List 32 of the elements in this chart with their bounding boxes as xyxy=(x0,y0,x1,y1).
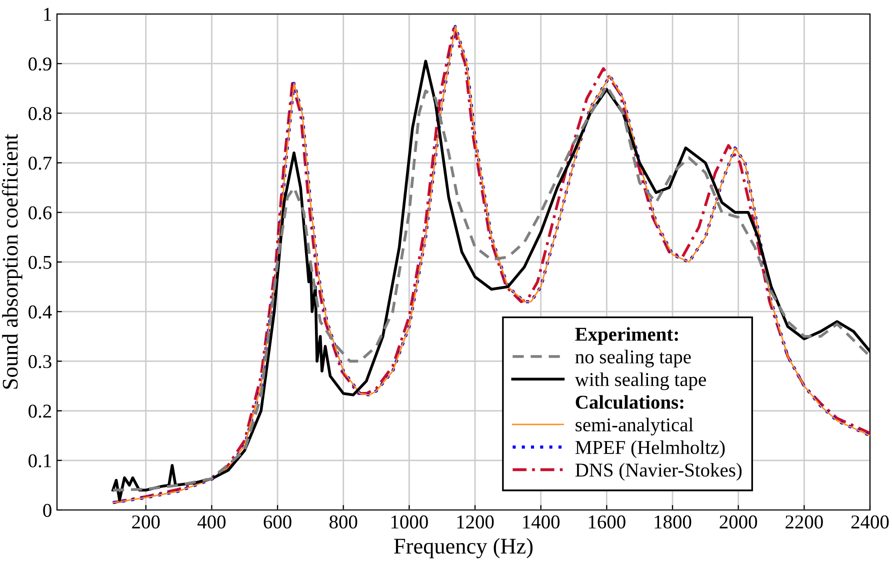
y-tick-label: 0.9 xyxy=(28,57,52,71)
x-axis-title: Frequency (Hz) xyxy=(394,538,533,558)
y-tick-label: 0.2 xyxy=(28,404,52,418)
x-tick-label: 2200 xyxy=(786,515,823,529)
legend-label: MPEF (Helmholtz) xyxy=(575,440,725,458)
x-tick-label: 1200 xyxy=(457,515,494,529)
y-tick-label: 1 xyxy=(44,8,51,21)
legend-label: DNS (Navier-Stokes) xyxy=(575,463,742,481)
x-tick-label: 1000 xyxy=(391,515,428,529)
y-tick-label: 0.3 xyxy=(28,355,52,368)
x-tick-label: 2000 xyxy=(720,515,758,529)
y-tick-label: 0 xyxy=(43,504,52,517)
y-tick-label: 0.5 xyxy=(28,256,52,270)
x-tick-label: 600 xyxy=(264,515,292,529)
x-tick-label: 1800 xyxy=(654,515,692,529)
legend-label: no sealing tape xyxy=(575,350,691,368)
y-tick-label: 0.6 xyxy=(28,206,52,220)
x-tick-label: 1600 xyxy=(588,515,626,529)
legend-label: semi-analytical xyxy=(576,418,694,436)
x-tick-label: 2400 xyxy=(851,515,889,529)
y-tick-label: 0.1 xyxy=(28,454,51,468)
y-axis-title: Sound absorption coefficient xyxy=(2,134,22,389)
y-tick-label: 0.4 xyxy=(28,305,52,319)
annotation: Calculations: xyxy=(576,395,684,409)
x-tick-label: 400 xyxy=(197,515,226,529)
x-tick-label: 800 xyxy=(330,515,358,529)
x-tick-label: 200 xyxy=(132,515,160,529)
legend-label: with sealing tape xyxy=(574,372,706,390)
y-tick-label: 0.7 xyxy=(28,156,52,170)
x-tick-label: 1400 xyxy=(523,515,560,529)
annotation: Experiment: xyxy=(575,327,678,345)
y-tick-label: 0.8 xyxy=(28,107,52,120)
